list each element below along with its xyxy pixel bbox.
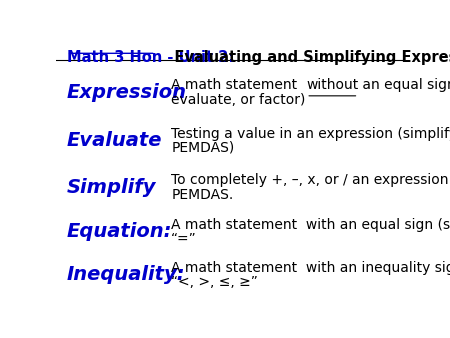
Text: “<, >, ≤, ≥”: “<, >, ≤, ≥” — [171, 275, 258, 289]
Text: Inequality:: Inequality: — [67, 265, 185, 284]
Text: Simplify: Simplify — [67, 178, 156, 197]
Text: Testing a value in an expression (simplify using: Testing a value in an expression (simpli… — [171, 127, 450, 141]
Text: Math 3 Hon - Unit 2:: Math 3 Hon - Unit 2: — [67, 50, 234, 65]
Text: PEMDAS.: PEMDAS. — [171, 188, 234, 202]
Text: To completely +, –, x, or / an expression  using: To completely +, –, x, or / an expressio… — [171, 173, 450, 188]
Text: without: without — [306, 78, 359, 93]
Text: “=”: “=” — [171, 232, 197, 246]
Text: Equation:: Equation: — [67, 222, 172, 241]
Text: Evaluating and Simplifying Expressions: Evaluating and Simplifying Expressions — [159, 50, 450, 65]
Text: A math statement  with an equal sign (solve): A math statement with an equal sign (sol… — [171, 218, 450, 232]
Text: A math statement: A math statement — [171, 78, 306, 93]
Text: PEMDAS): PEMDAS) — [171, 141, 234, 155]
Text: Evaluate: Evaluate — [67, 131, 162, 150]
Text: an equal sign (simplify,: an equal sign (simplify, — [359, 78, 450, 93]
Text: Expression: Expression — [67, 83, 187, 102]
Text: evaluate, or factor): evaluate, or factor) — [171, 93, 306, 107]
Text: A math statement  with an inequality sign (solve): A math statement with an inequality sign… — [171, 261, 450, 275]
